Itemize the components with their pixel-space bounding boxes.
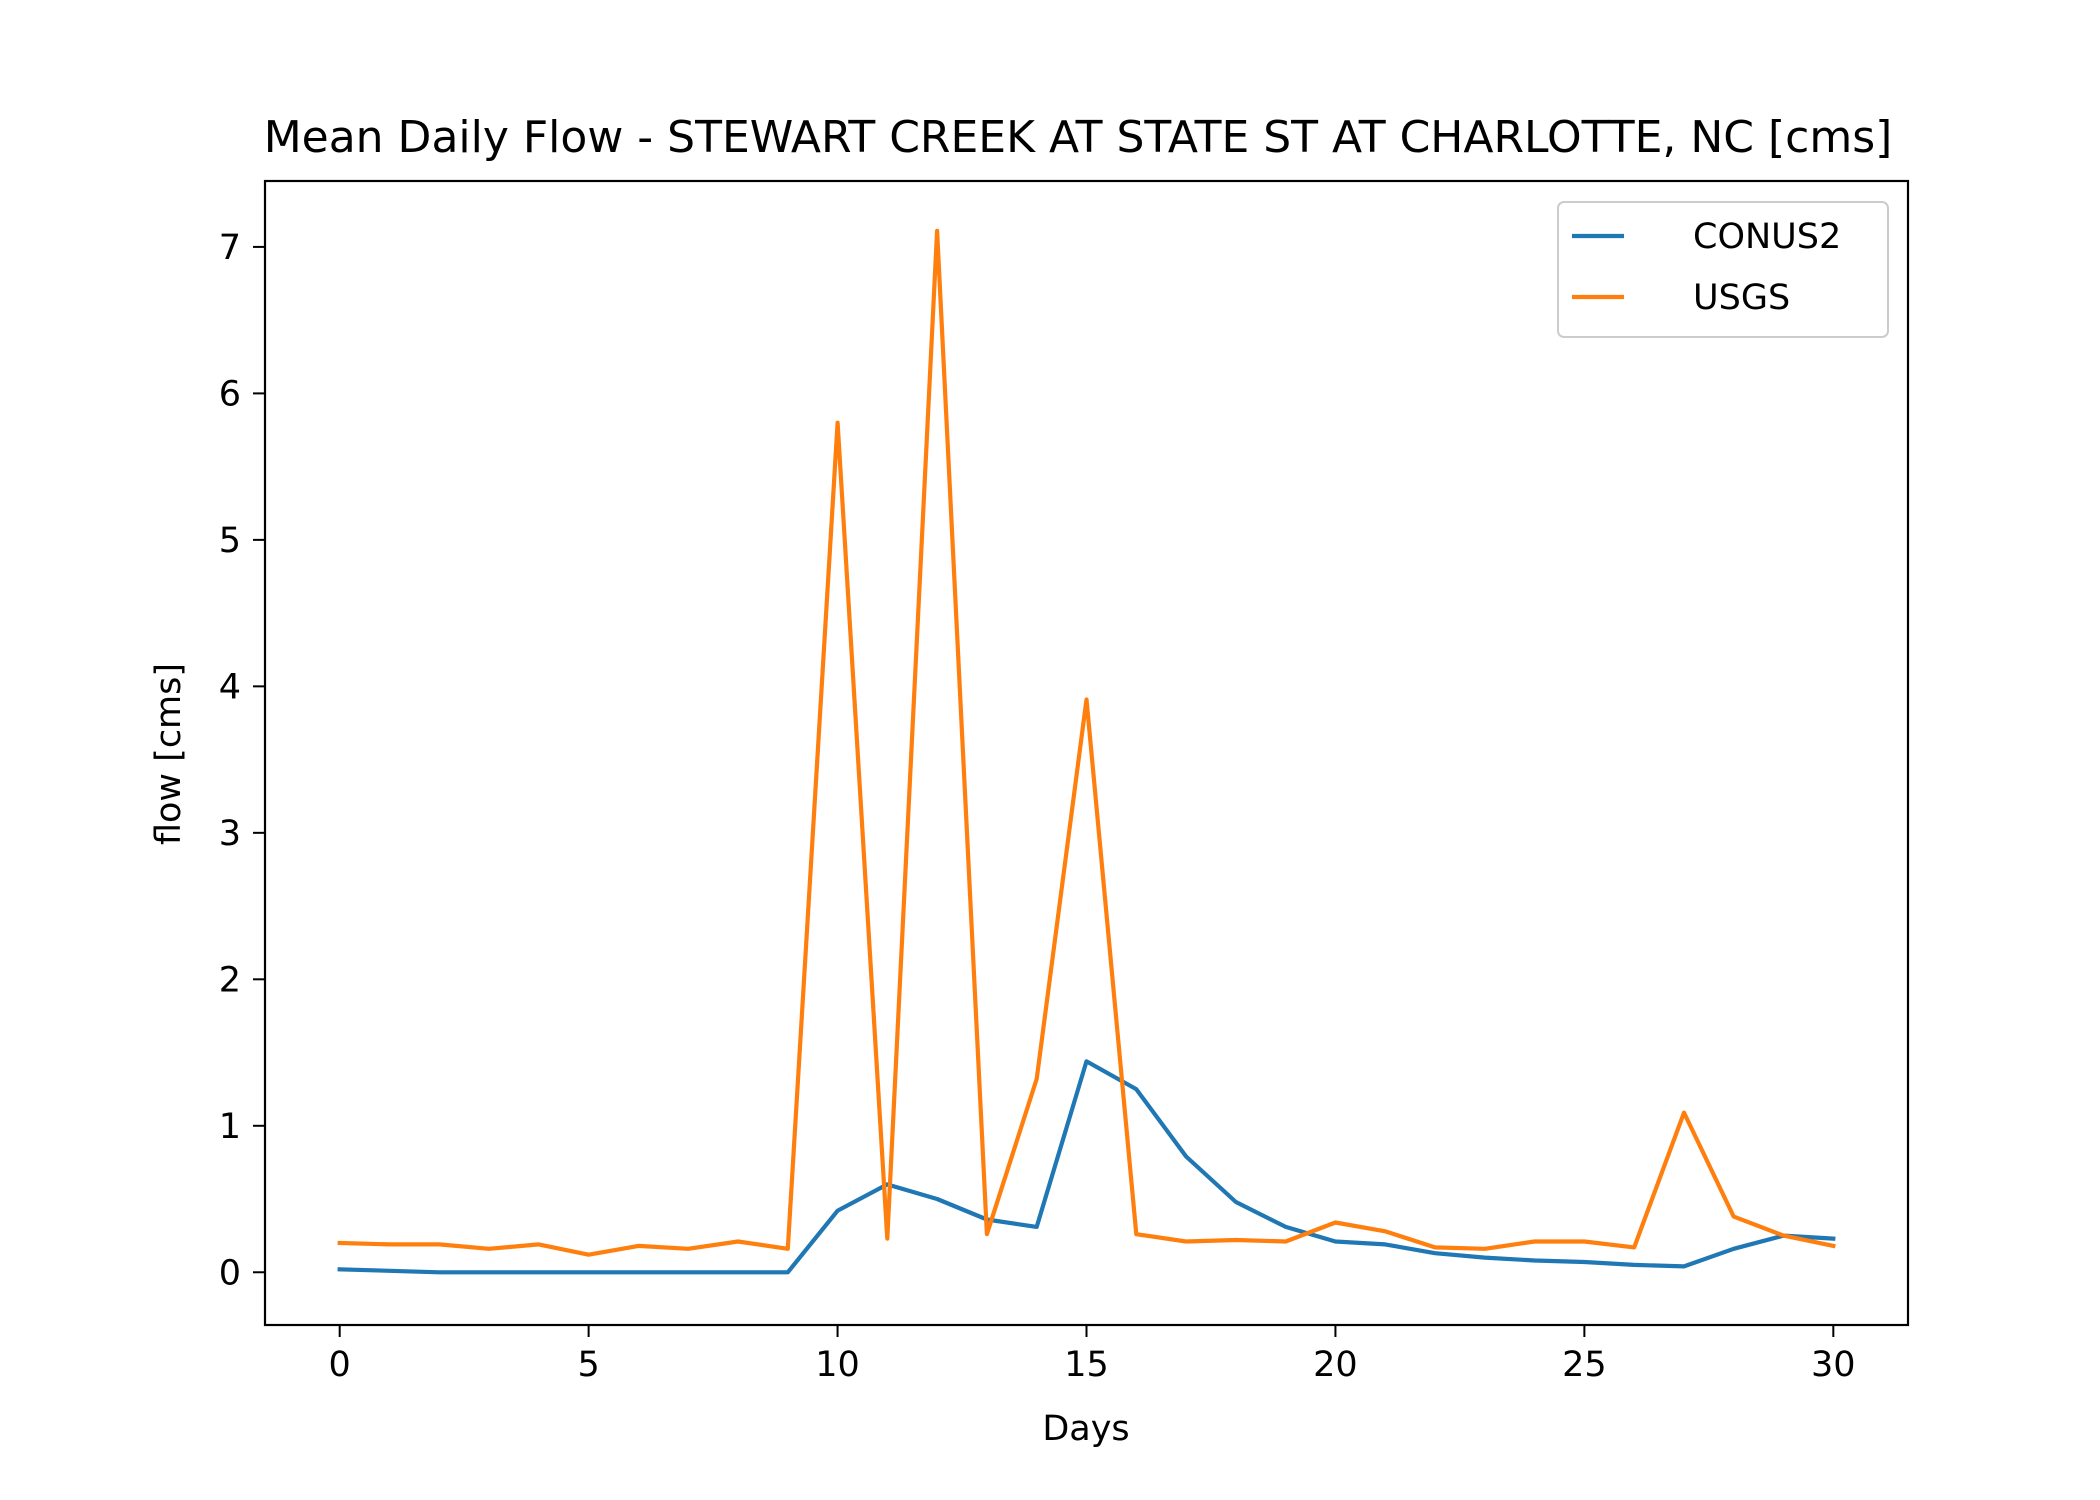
y-axis: 0 1 2 3 4 5 6 7 bbox=[219, 228, 265, 1293]
y-axis-label: flow [cms] bbox=[149, 663, 189, 845]
y-tick-label: 5 bbox=[219, 521, 241, 561]
x-tick-label: 10 bbox=[815, 1345, 860, 1385]
series-line-usgs bbox=[337, 228, 1836, 1257]
y-tick-label: 4 bbox=[219, 667, 241, 707]
x-tick-label: 5 bbox=[577, 1345, 599, 1385]
y-tick-label: 0 bbox=[219, 1253, 241, 1293]
legend-box bbox=[1557, 201, 1889, 338]
series-line-conus2 bbox=[337, 1059, 1836, 1275]
x-tick-label: 25 bbox=[1562, 1345, 1607, 1385]
x-tick-label: 0 bbox=[329, 1345, 351, 1385]
x-axis: 0 5 10 15 20 25 30 bbox=[329, 1325, 1856, 1385]
chart-title: Mean Daily Flow - STEWART CREEK AT STATE… bbox=[264, 112, 1893, 163]
legend-label: CONUS2 bbox=[1693, 217, 1841, 257]
y-tick-label: 1 bbox=[219, 1107, 241, 1147]
y-tick-label: 7 bbox=[219, 228, 241, 268]
y-tick-label: 3 bbox=[219, 814, 241, 854]
legend: CONUS2 USGS bbox=[1557, 201, 1889, 338]
series-lines bbox=[337, 228, 1836, 1275]
y-tick-label: 2 bbox=[219, 960, 241, 1000]
x-tick-label: 20 bbox=[1313, 1345, 1358, 1385]
x-tick-label: 30 bbox=[1811, 1345, 1856, 1385]
x-tick-label: 15 bbox=[1064, 1345, 1109, 1385]
x-axis-label: Days bbox=[1042, 1409, 1129, 1449]
legend-label: USGS bbox=[1693, 278, 1790, 318]
y-tick-label: 6 bbox=[219, 374, 241, 414]
